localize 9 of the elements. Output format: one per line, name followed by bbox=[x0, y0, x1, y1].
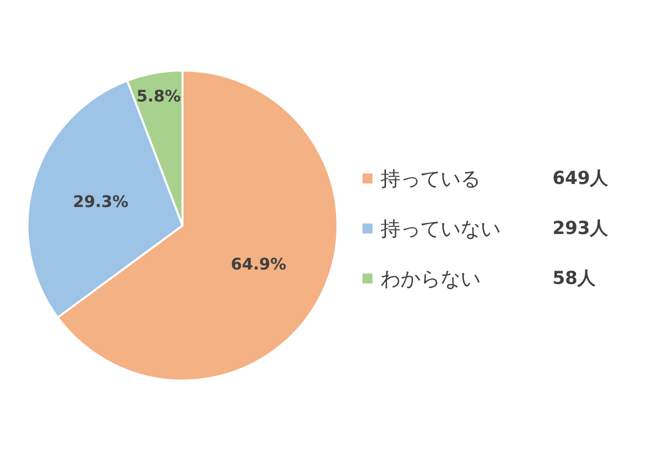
legend-label: 持っている bbox=[380, 166, 480, 190]
data-label: 64.9% bbox=[230, 254, 286, 274]
text: 649人 bbox=[552, 168, 610, 189]
text: 293人 bbox=[552, 218, 610, 239]
text: 58人 bbox=[552, 268, 597, 289]
legend-label: わからない bbox=[380, 266, 480, 290]
legend-label: 持っていない bbox=[380, 216, 500, 240]
data-label: 29.3% bbox=[72, 192, 128, 211]
data-label: 5.8% bbox=[136, 86, 181, 106]
